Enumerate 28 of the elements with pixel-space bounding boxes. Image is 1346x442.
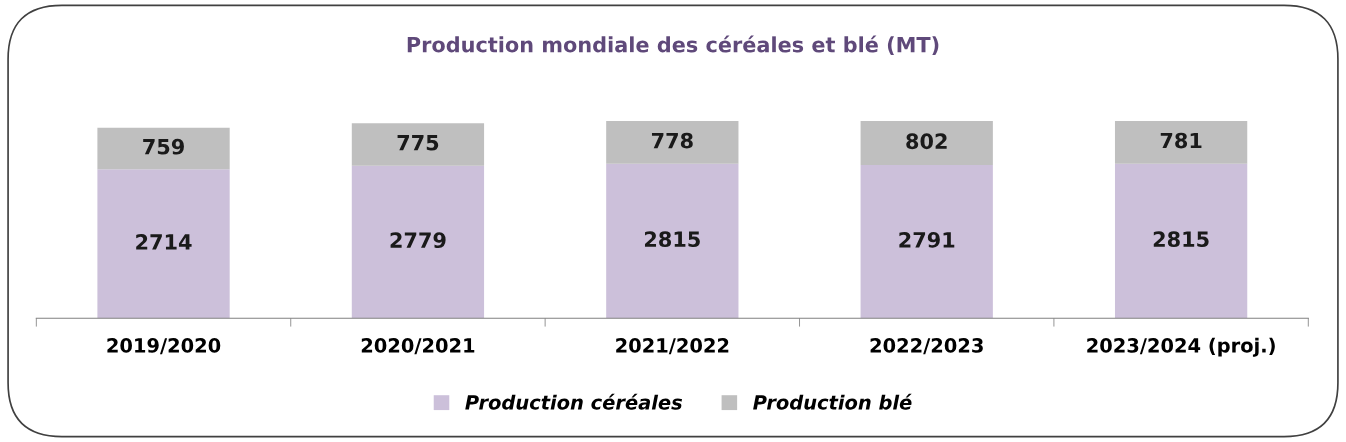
bar [860,121,993,166]
x-tick-label: 2019/2020 [107,338,221,355]
bar [351,165,485,319]
data-label: 775 [397,135,439,151]
x-tick-label: 2021/2022 [616,338,729,355]
data-label: 802 [906,133,947,150]
bar [1114,163,1248,319]
data-label: 778 [651,132,693,149]
chart-title: Production mondiale des céréales et blé (MT) [407,35,939,55]
data-label: 2815 [644,231,700,248]
x-tick-label: 2022/2023 [870,338,983,355]
data-label: 759 [143,138,184,155]
bar [97,169,230,319]
bar [606,121,739,164]
legend-label: Production céréales [465,393,682,410]
bar [351,123,485,166]
data-label: 2815 [1153,231,1209,248]
bar [606,163,739,319]
data-label: 2791 [899,231,955,248]
x-tick-label: 2023/2024 (proj.) [1087,337,1275,357]
x-tick-label: 2020/2021 [361,338,475,355]
bar [860,165,993,319]
bar [97,127,230,170]
bar [1114,120,1248,164]
data-label: 2714 [136,234,192,250]
legend-label: Production blé [753,393,912,410]
data-label: 2779 [390,232,446,249]
data-label: 781 [1160,132,1202,149]
